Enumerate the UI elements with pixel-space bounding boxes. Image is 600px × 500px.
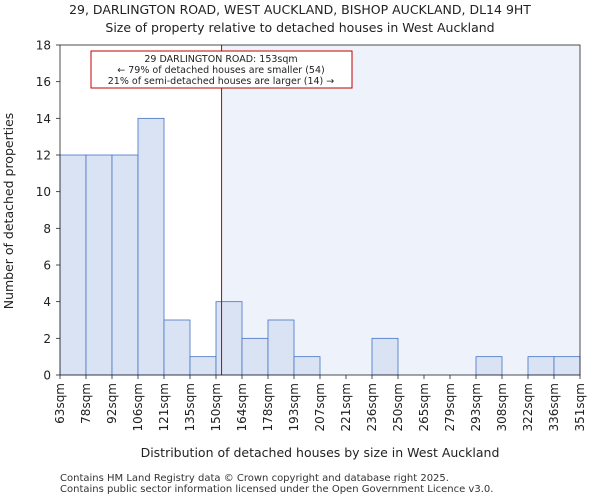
y-tick-label: 0 xyxy=(43,369,51,383)
x-tick-label: 221sqm xyxy=(339,383,353,431)
x-tick-label: 164sqm xyxy=(235,383,249,431)
x-tick-label: 279sqm xyxy=(443,383,457,431)
x-tick-label: 78sqm xyxy=(79,383,93,424)
x-tick-label: 106sqm xyxy=(131,383,145,431)
chart-title-line2: Size of property relative to detached ho… xyxy=(105,20,494,35)
annotation-line3: 21% of semi-detached houses are larger (… xyxy=(108,76,335,87)
y-tick-label: 8 xyxy=(43,222,51,236)
x-tick-label: 265sqm xyxy=(417,383,431,431)
x-tick-label: 207sqm xyxy=(313,383,327,431)
y-tick-label: 6 xyxy=(43,259,51,273)
annotation-line1: 29 DARLINGTON ROAD: 153sqm xyxy=(144,54,297,65)
bar-150sqm xyxy=(215,301,243,376)
bar-164sqm xyxy=(241,337,269,376)
annotation-box: 29 DARLINGTON ROAD: 153sqm ← 79% of deta… xyxy=(90,50,353,89)
bar-178sqm xyxy=(267,319,295,376)
y-tick-label: 14 xyxy=(36,112,51,126)
bar-193sqm xyxy=(293,356,321,376)
bar-336sqm xyxy=(553,356,581,376)
chart-title-line1: 29, DARLINGTON ROAD, WEST AUCKLAND, BISH… xyxy=(69,2,531,17)
x-tick-label: 135sqm xyxy=(183,383,197,431)
x-tick-label: 351sqm xyxy=(573,383,587,431)
bar-293sqm xyxy=(475,356,503,376)
bar-78sqm xyxy=(85,154,113,376)
bar-106sqm xyxy=(137,117,165,376)
y-tick-label: 16 xyxy=(36,75,51,89)
x-tick-label: 150sqm xyxy=(209,383,223,431)
x-axis-label: Distribution of detached houses by size … xyxy=(141,445,500,460)
bar-236sqm xyxy=(371,337,399,376)
x-tick-label: 178sqm xyxy=(261,383,275,431)
y-tick-label: 2 xyxy=(43,332,51,346)
x-tick-label: 193sqm xyxy=(287,383,301,431)
y-tick-label: 4 xyxy=(43,295,51,309)
bar-92sqm xyxy=(111,154,139,376)
x-tick-label: 322sqm xyxy=(521,383,535,431)
x-tick-label: 236sqm xyxy=(365,383,379,431)
y-tick-label: 12 xyxy=(36,149,51,163)
y-axis-label: Number of detached properties xyxy=(1,113,16,310)
x-tick-label: 308sqm xyxy=(495,383,509,431)
x-tick-label: 293sqm xyxy=(469,383,483,431)
bar-121sqm xyxy=(163,319,191,376)
annotation-line2: ← 79% of detached houses are smaller (54… xyxy=(117,65,324,76)
x-tick-label: 92sqm xyxy=(105,383,119,424)
footer-line2: Contains public sector information licen… xyxy=(60,484,494,495)
bar-135sqm xyxy=(189,356,217,376)
x-tick-label: 63sqm xyxy=(53,383,67,424)
x-tick-label: 121sqm xyxy=(157,383,171,431)
bar-322sqm xyxy=(527,356,555,376)
y-tick-label: 10 xyxy=(36,185,51,199)
footer-line1: Contains HM Land Registry data © Crown c… xyxy=(60,473,449,484)
bar-63sqm xyxy=(59,154,87,376)
y-tick-label: 18 xyxy=(36,39,51,53)
x-tick-label: 336sqm xyxy=(547,383,561,431)
x-tick-label: 250sqm xyxy=(391,383,405,431)
